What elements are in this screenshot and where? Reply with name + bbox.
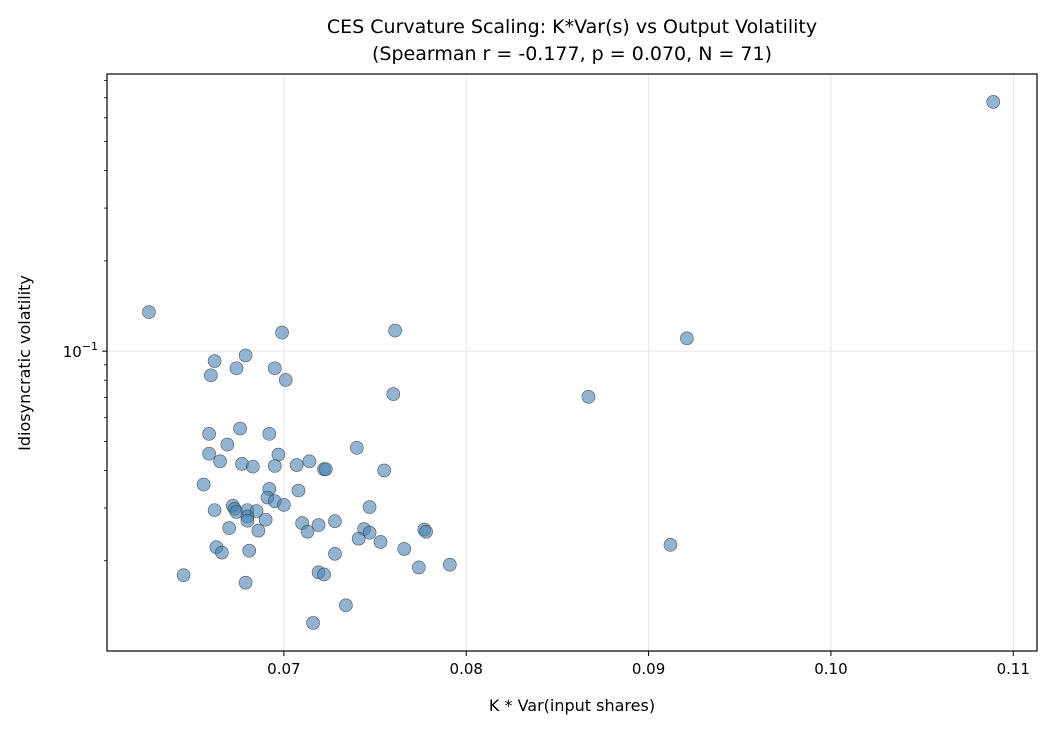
data-point [680, 331, 694, 346]
data-point [300, 524, 315, 539]
x-tick-label: 0.11 [997, 660, 1030, 678]
data-point [262, 427, 277, 441]
y-axis: 10−1 [63, 79, 107, 562]
data-point [306, 616, 320, 630]
data-point [412, 560, 426, 575]
data-point [397, 542, 412, 556]
data-point [207, 503, 222, 517]
data-point [242, 543, 257, 558]
data-point [350, 441, 364, 455]
data-point [233, 421, 247, 436]
data-point [319, 462, 333, 476]
data-point [277, 498, 291, 512]
data-point [196, 477, 211, 492]
plot-frame [106, 73, 1038, 652]
data-point [213, 454, 227, 469]
x-axis: 0.07 0.08 0.09 0.10 0.11 [267, 651, 1030, 678]
grid [107, 74, 1037, 651]
data-point [238, 575, 253, 590]
data-point [663, 538, 678, 552]
data-point [240, 513, 255, 528]
data-points [142, 95, 1001, 630]
data-point [328, 546, 342, 561]
data-point [220, 437, 235, 452]
data-point [202, 446, 216, 461]
data-point [238, 348, 253, 363]
data-point [419, 524, 433, 539]
data-point [267, 459, 282, 473]
data-point [373, 535, 388, 549]
data-point [289, 458, 304, 472]
data-point [215, 545, 229, 560]
data-point [176, 568, 191, 582]
data-point [291, 483, 306, 498]
data-point [251, 523, 266, 538]
x-tick-label: 0.10 [814, 660, 847, 678]
data-point [311, 518, 326, 532]
data-point [142, 305, 156, 319]
data-point [302, 454, 317, 469]
chart-subtitle: (Spearman r = -0.177, p = 0.070, N = 71) [372, 43, 772, 65]
x-tick-label: 0.08 [450, 660, 483, 678]
data-point [317, 567, 331, 582]
data-point [222, 521, 236, 535]
x-tick-label: 0.07 [267, 660, 300, 678]
x-axis-label: K * Var(input shares) [489, 696, 655, 715]
chart-title: CES Curvature Scaling: K*Var(s) vs Outpu… [327, 16, 817, 38]
data-point [443, 557, 457, 572]
data-point [267, 361, 282, 376]
data-point [351, 531, 366, 546]
data-point [377, 463, 391, 478]
data-point [362, 500, 377, 514]
data-point [271, 447, 286, 462]
data-point [278, 373, 293, 387]
data-point [207, 354, 222, 368]
y-axis-label: Idiosyncratic volatility [15, 275, 34, 451]
x-tick-label: 0.09 [632, 660, 665, 678]
data-point [328, 514, 342, 528]
data-point [204, 368, 218, 383]
data-point [362, 525, 377, 540]
data-point [275, 325, 289, 340]
data-point [246, 459, 260, 474]
data-point [386, 387, 401, 401]
data-point [581, 390, 596, 404]
data-point [339, 598, 353, 613]
y-tick-label: 10−1 [63, 340, 98, 361]
data-point [202, 427, 216, 441]
data-point [986, 95, 1001, 109]
data-point [229, 361, 244, 376]
data-point [258, 512, 273, 527]
data-point [388, 323, 402, 338]
